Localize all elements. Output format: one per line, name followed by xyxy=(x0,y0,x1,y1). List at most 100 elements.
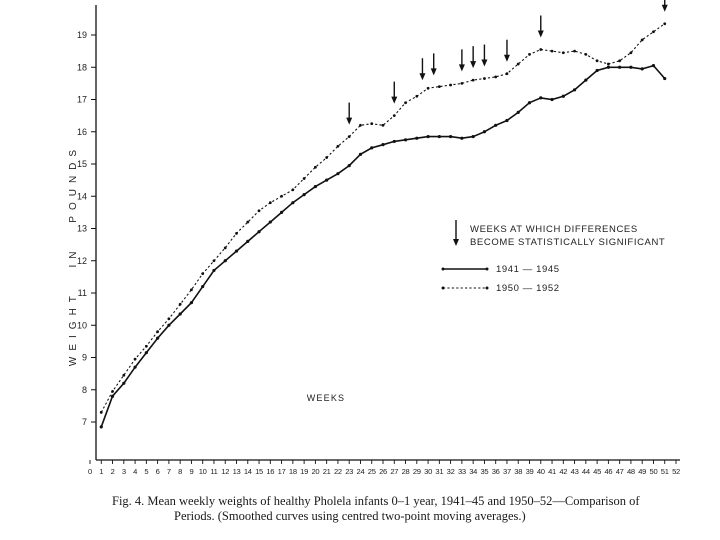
data-point xyxy=(618,59,622,63)
data-point xyxy=(527,101,532,105)
data-point xyxy=(302,193,306,197)
x-tick-label: 12 xyxy=(221,467,229,476)
x-tick-label: 1 xyxy=(99,467,103,476)
x-tick-label: 15 xyxy=(255,467,263,476)
data-point xyxy=(426,134,430,139)
caption-line-1: Fig. 4. Mean weekly weights of healthy P… xyxy=(112,494,640,508)
x-tick-label: 26 xyxy=(379,467,387,476)
x-tick-label: 35 xyxy=(480,467,488,476)
data-point xyxy=(415,136,419,140)
data-point xyxy=(223,259,227,263)
y-tick-label: 9 xyxy=(82,353,87,363)
y-tick-label: 12 xyxy=(77,256,87,266)
data-point xyxy=(336,172,340,176)
x-tick-label: 25 xyxy=(368,467,376,476)
y-axis-title: WEIGHT IN POUNDS xyxy=(68,144,79,366)
x-tick-label: 19 xyxy=(300,467,308,476)
x-tick-label: 24 xyxy=(357,467,365,476)
data-point xyxy=(144,344,148,348)
x-tick-label: 9 xyxy=(189,467,193,476)
data-point xyxy=(246,220,250,224)
data-point xyxy=(539,96,543,100)
data-point xyxy=(313,165,317,169)
data-point xyxy=(156,330,160,334)
chart-axes xyxy=(95,5,680,461)
x-tick-label: 32 xyxy=(447,467,455,476)
data-point xyxy=(629,51,633,55)
data-point xyxy=(167,323,171,327)
data-point xyxy=(144,351,148,355)
x-tick-label: 49 xyxy=(638,467,646,476)
significance-arrow xyxy=(419,58,426,81)
data-point xyxy=(133,365,137,369)
data-point xyxy=(381,143,385,147)
data-point xyxy=(111,389,114,393)
x-tick-label: 21 xyxy=(323,467,331,476)
data-point xyxy=(291,188,295,192)
data-point xyxy=(404,101,407,105)
significance-arrow xyxy=(470,46,477,69)
data-point xyxy=(606,65,610,69)
series-1 xyxy=(99,64,667,429)
x-tick-label: 34 xyxy=(469,467,477,476)
x-tick-label: 41 xyxy=(548,467,556,476)
y-tick-label: 10 xyxy=(77,320,87,330)
data-point xyxy=(415,94,419,98)
x-tick-label: 51 xyxy=(661,467,669,476)
legend-label: 1950 — 1952 xyxy=(496,283,560,294)
data-point xyxy=(178,312,182,316)
data-point xyxy=(550,97,554,102)
x-tick-label: 36 xyxy=(492,467,500,476)
y-tick-label: 11 xyxy=(78,288,87,298)
y-tick-label: 19 xyxy=(77,30,87,40)
data-point xyxy=(437,134,441,139)
data-point xyxy=(606,62,610,66)
data-point xyxy=(246,239,250,243)
x-tick-label: 30 xyxy=(424,467,432,476)
data-point xyxy=(426,86,430,90)
data-point xyxy=(528,52,531,56)
data-point xyxy=(651,64,656,68)
data-point xyxy=(573,49,576,53)
x-tick-label: 5 xyxy=(144,467,148,476)
data-point xyxy=(494,75,498,79)
x-tick-label: 17 xyxy=(278,467,286,476)
x-tick-label: 13 xyxy=(233,467,241,476)
data-point xyxy=(110,394,115,398)
data-point xyxy=(572,88,577,92)
data-point xyxy=(483,77,486,80)
data-point xyxy=(370,146,374,150)
axis-labels: WEEKS WEIGHT IN POUNDS xyxy=(68,144,344,403)
data-point xyxy=(618,65,622,69)
data-point xyxy=(663,76,667,81)
data-point xyxy=(550,49,554,53)
x-tick-label: 52 xyxy=(672,467,680,476)
data-point xyxy=(268,220,272,224)
data-point xyxy=(257,209,261,213)
data-point xyxy=(652,30,655,34)
y-tick-label: 13 xyxy=(77,224,87,234)
data-point xyxy=(122,373,126,377)
x-tick-label: 3 xyxy=(122,467,126,476)
data-point xyxy=(471,134,475,139)
x-tick-label: 29 xyxy=(413,467,421,476)
legend-entry-2: 1950 — 1952 xyxy=(441,283,560,294)
data-point xyxy=(449,83,453,87)
data-point xyxy=(640,38,644,42)
data-point xyxy=(99,410,103,414)
legend-arrow-note-line2: BECOME STATISTICALLY SIGNIFICANT xyxy=(470,237,665,248)
data-point xyxy=(561,51,565,55)
data-point xyxy=(347,164,351,168)
x-tick-label: 42 xyxy=(559,467,567,476)
y-tick-label: 16 xyxy=(77,127,87,137)
x-tick-label: 6 xyxy=(156,467,160,476)
x-tick-label: 45 xyxy=(593,467,601,476)
x-tick-label: 39 xyxy=(526,467,534,476)
significance-arrows xyxy=(346,0,668,125)
significance-arrow xyxy=(391,81,398,104)
legend-entry-1: 1941 — 1945 xyxy=(441,264,559,275)
data-point xyxy=(584,52,588,56)
data-point xyxy=(494,123,498,127)
x-tick-label: 33 xyxy=(458,467,466,476)
